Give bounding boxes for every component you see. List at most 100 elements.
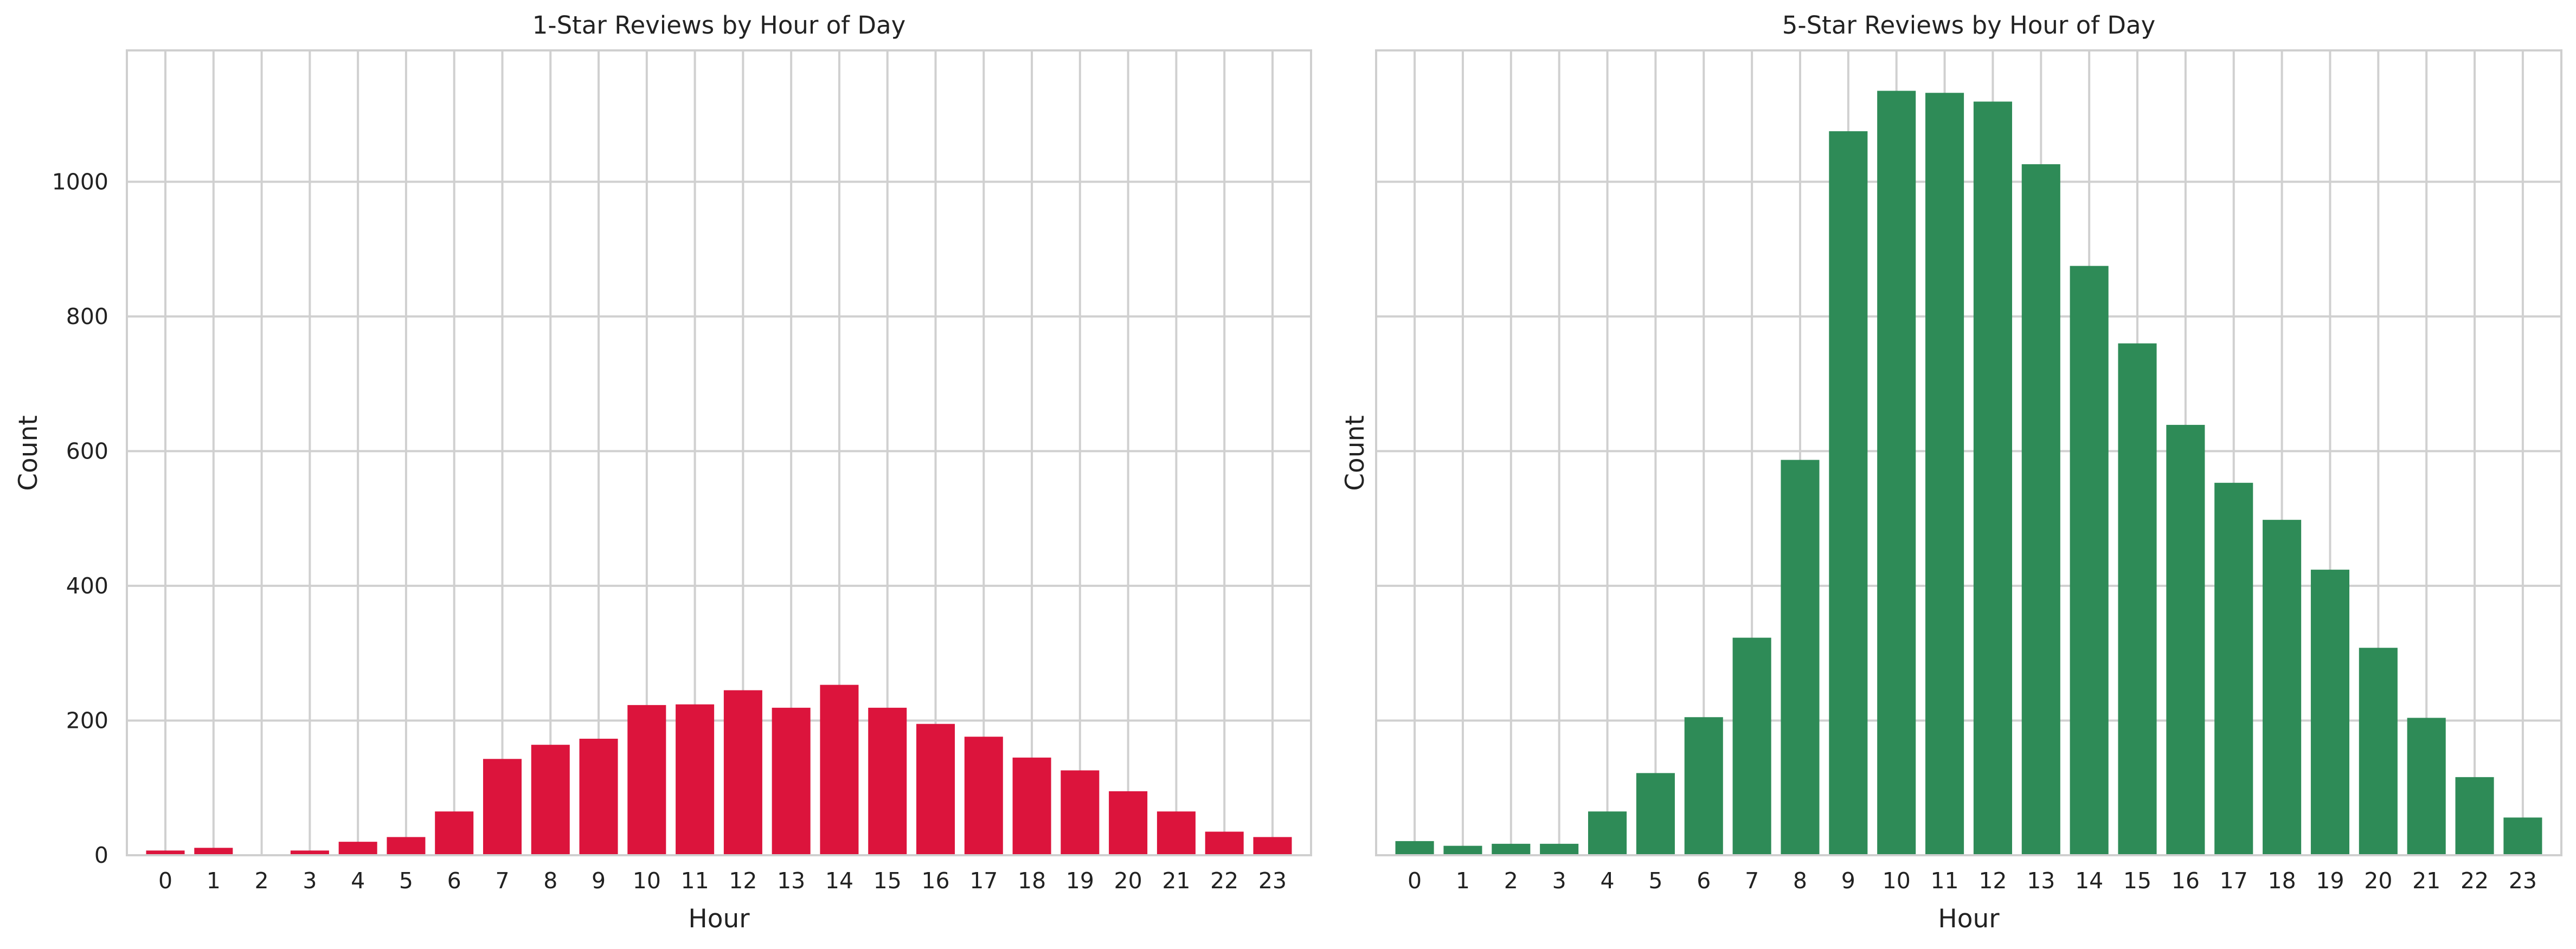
x-tick-label: 19 (1066, 868, 1094, 894)
bar-hour-14 (820, 685, 859, 855)
x-tick-label: 18 (1018, 868, 1046, 894)
x-tick-label: 2 (255, 868, 269, 894)
bar-hour-16 (916, 724, 955, 855)
x-tick-label: 20 (1114, 868, 1142, 894)
x-tick-label: 0 (158, 868, 172, 894)
x-tick-label: 21 (2412, 868, 2440, 894)
bar-hour-8 (1781, 460, 1820, 855)
x-tick-label: 6 (1697, 868, 1711, 894)
bar-hour-13 (772, 707, 811, 855)
x-tick-label: 7 (1745, 868, 1759, 894)
x-tick-label: 1 (1456, 868, 1470, 894)
x-tick-label: 17 (2220, 868, 2248, 894)
x-axis-ticks: 0 1 2 3 4 5 6 7 8 9 10 11 12 13 14 15 16 17 18 19 20 21 22 23 (158, 868, 1287, 894)
bar-hour-12 (723, 690, 762, 855)
x-tick-label: 7 (495, 868, 509, 894)
x-tick-label: 13 (777, 868, 805, 894)
x-tick-label: 12 (729, 868, 757, 894)
bar-hour-9 (579, 739, 618, 855)
bar-hour-18 (1012, 757, 1051, 855)
x-tick-label: 4 (351, 868, 365, 894)
bar-hour-7 (483, 759, 522, 855)
x-tick-label: 3 (1552, 868, 1566, 894)
x-tick-label: 0 (1408, 868, 1422, 894)
y-tick-label: 600 (66, 438, 108, 464)
bar-hour-6 (1684, 717, 1723, 855)
bar-hour-1 (194, 848, 233, 855)
x-tick-label: 23 (1258, 868, 1287, 894)
chart-title: 5-Star Reviews by Hour of Day (1782, 11, 2156, 40)
x-tick-label: 14 (825, 868, 853, 894)
x-tick-label: 10 (1883, 868, 1911, 894)
bar-hour-17 (964, 737, 1003, 855)
bar-hour-10 (627, 705, 666, 855)
x-axis-ticks: 0 1 2 3 4 5 6 7 8 9 10 11 12 13 14 15 16 17 18 19 20 21 22 23 (1408, 868, 2537, 894)
bar-hour-1 (1443, 845, 1482, 855)
x-tick-label: 5 (399, 868, 413, 894)
bar-hour-2 (1492, 843, 1531, 855)
x-tick-label: 13 (2027, 868, 2055, 894)
bar-hour-6 (435, 811, 474, 855)
x-tick-label: 23 (2509, 868, 2537, 894)
bar-hour-3 (290, 850, 329, 855)
x-tick-label: 17 (969, 868, 998, 894)
x-tick-label: 9 (592, 868, 606, 894)
x-tick-label: 22 (2461, 868, 2489, 894)
y-tick-label: 1000 (52, 169, 108, 195)
x-tick-label: 10 (633, 868, 661, 894)
x-tick-label: 9 (1841, 868, 1855, 894)
x-tick-label: 21 (1162, 868, 1190, 894)
x-tick-label: 22 (1210, 868, 1238, 894)
chart-panel-1star: 1-Star Reviews by Hour of Day 0200400600… (14, 11, 1312, 934)
bar-hour-20 (1109, 791, 1148, 855)
bar-hour-11 (676, 704, 715, 855)
x-tick-label: 11 (681, 868, 709, 894)
y-tick-label: 200 (66, 707, 108, 733)
x-tick-label: 6 (447, 868, 461, 894)
bar-hour-21 (1157, 811, 1196, 855)
y-axis-label: Count (1340, 415, 1370, 491)
x-tick-label: 3 (303, 868, 317, 894)
bar-series (146, 685, 1292, 855)
bar-hour-4 (1588, 811, 1627, 855)
x-tick-label: 5 (1648, 868, 1662, 894)
y-tick-label: 0 (94, 842, 108, 868)
bar-hour-13 (2021, 164, 2060, 855)
plot-frame (126, 49, 1312, 856)
bar-hour-7 (1732, 637, 1771, 855)
y-tick-label: 400 (66, 573, 108, 599)
bar-hour-15 (2118, 343, 2157, 855)
bar-hour-0 (146, 850, 185, 855)
plot-frame (1375, 49, 2562, 856)
x-tick-label: 18 (2268, 868, 2296, 894)
x-tick-label: 14 (2075, 868, 2103, 894)
bar-hour-23 (2503, 817, 2542, 855)
x-tick-label: 16 (2172, 868, 2200, 894)
x-tick-label: 11 (1930, 868, 1958, 894)
bar-hour-0 (1395, 841, 1434, 855)
bar-hour-21 (2407, 718, 2446, 855)
bar-hour-23 (1253, 837, 1292, 855)
x-axis-label: Hour (688, 904, 750, 934)
x-axis-label: Hour (1938, 904, 2000, 934)
x-tick-label: 15 (873, 868, 902, 894)
bar-hour-10 (1877, 91, 1916, 855)
x-tick-label: 1 (207, 868, 221, 894)
x-tick-label: 8 (543, 868, 557, 894)
bar-hour-20 (2359, 648, 2398, 855)
bar-hour-16 (2166, 424, 2205, 855)
x-tick-label: 12 (1978, 868, 2007, 894)
x-tick-label: 19 (2316, 868, 2344, 894)
bar-hour-8 (531, 745, 570, 855)
bar-hour-22 (1205, 831, 1244, 855)
bar-hour-15 (868, 707, 907, 855)
y-tick-label: 800 (66, 304, 108, 330)
bar-hour-3 (1540, 843, 1579, 855)
bar-hour-5 (1636, 773, 1675, 855)
bar-hour-18 (2263, 520, 2302, 855)
chart-title: 1-Star Reviews by Hour of Day (532, 11, 906, 40)
y-axis-label: Count (14, 415, 43, 491)
x-tick-label: 20 (2364, 868, 2392, 894)
